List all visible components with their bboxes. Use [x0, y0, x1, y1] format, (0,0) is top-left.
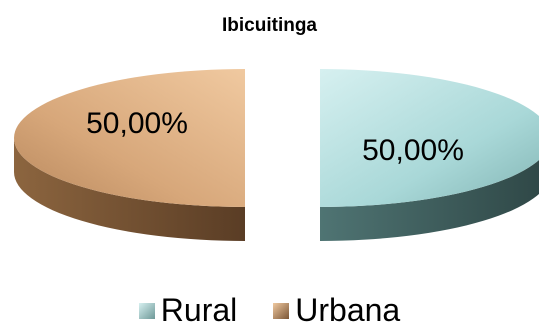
- data-label-urbana: 50,00%: [86, 107, 188, 140]
- legend-swatch-urbana: [273, 302, 290, 319]
- slice-rural: [320, 69, 539, 241]
- slice-urbana: [14, 69, 245, 241]
- legend-swatch-rural: [138, 302, 155, 319]
- legend: Rural Urbana: [0, 292, 539, 329]
- legend-item-rural: Rural: [138, 292, 238, 329]
- slice-rural-top: [320, 69, 539, 207]
- slice-urbana-side: [14, 138, 245, 241]
- chart-title: Ibicuitinga: [222, 15, 317, 36]
- slice-rural-side: [320, 159, 539, 241]
- legend-label-urbana: Urbana: [295, 292, 401, 328]
- legend-label-rural: Rural: [160, 292, 238, 328]
- legend-item-urbana: Urbana: [273, 292, 400, 329]
- slice-urbana-top: [14, 69, 245, 207]
- data-label-rural: 50,00%: [362, 134, 464, 167]
